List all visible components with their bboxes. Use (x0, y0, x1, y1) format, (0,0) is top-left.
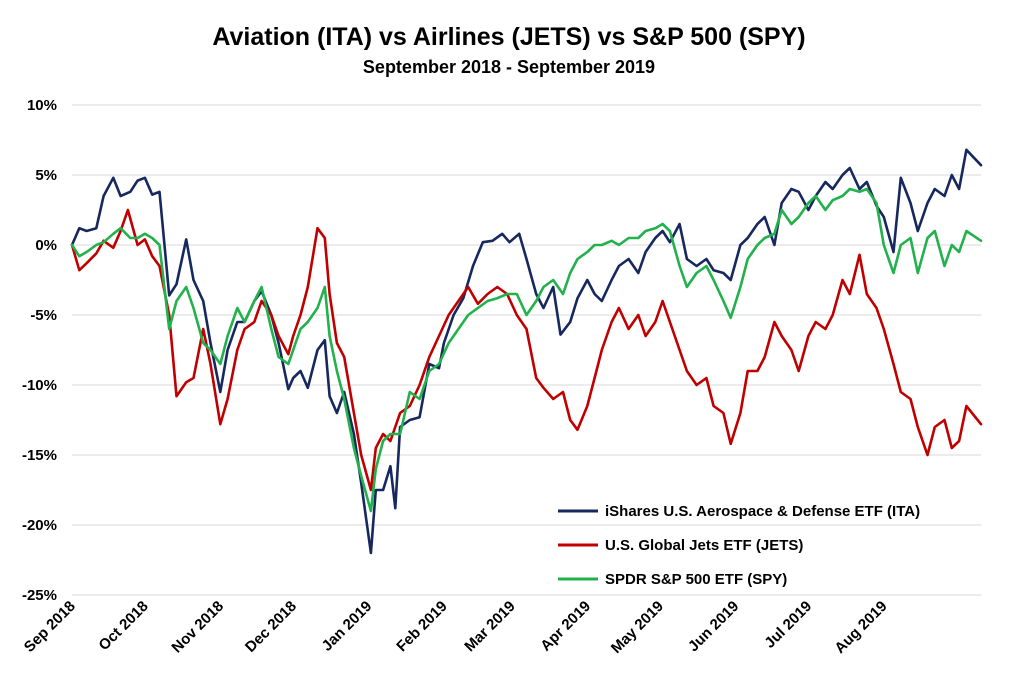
y-tick-label: -20% (22, 517, 57, 534)
x-tick: May 2019 (608, 598, 667, 657)
x-tick: Mar 2019 (461, 598, 518, 655)
y-tick-label: -10% (22, 377, 57, 394)
chart-title: Aviation (ITA) vs Airlines (JETS) vs S&P… (212, 23, 805, 51)
y-tick-label: 10% (27, 97, 57, 114)
x-tick-label: Aug 2019 (831, 598, 890, 657)
x-tick: Dec 2018 (242, 598, 300, 656)
y-axis-ticks: 10% 5% 0% -5% -10% -15% -20% -25% (22, 97, 57, 604)
gridlines (72, 104, 981, 596)
x-tick-label: Jan 2019 (319, 598, 376, 655)
x-tick: Nov 2018 (168, 598, 227, 657)
x-tick-label: Feb 2019 (393, 598, 450, 655)
series-line-2 (70, 187, 983, 513)
series-lines (70, 148, 983, 555)
x-tick-label: Jul 2019 (761, 598, 815, 652)
x-tick: Jan 2019 (319, 598, 376, 655)
x-axis-ticks: Sep 2018 Oct 2018 Nov 2018 Dec 2018 Jan 2019… (21, 598, 891, 657)
x-tick: Jun 2019 (685, 598, 742, 655)
legend-label: iShares U.S. Aerospace & Defense ETF (IT… (605, 503, 920, 520)
x-tick: Sep 2018 (21, 598, 79, 656)
x-tick-label: Mar 2019 (461, 598, 518, 655)
x-tick: Aug 2019 (831, 598, 890, 657)
x-tick-label: Dec 2018 (242, 598, 300, 656)
x-tick-label: Oct 2018 (95, 598, 151, 654)
x-tick-label: Sep 2018 (21, 598, 79, 656)
x-tick-label: May 2019 (608, 598, 667, 657)
x-tick-label: Apr 2019 (537, 598, 594, 655)
y-tick-label: -25% (22, 587, 57, 604)
series-line-1 (70, 208, 983, 492)
legend-label: U.S. Global Jets ETF (JETS) (605, 537, 803, 554)
chart-subtitle: September 2018 - September 2019 (363, 57, 655, 77)
series-line-0 (70, 148, 983, 555)
x-tick-label: Jun 2019 (685, 598, 742, 655)
legend-label: SPDR S&P 500 ETF (SPY) (605, 571, 787, 588)
legend: iShares U.S. Aerospace & Defense ETF (IT… (558, 503, 920, 588)
x-tick: Apr 2019 (537, 598, 594, 655)
x-tick: Oct 2018 (95, 598, 151, 654)
y-tick-label: -15% (22, 447, 57, 464)
y-tick-label: 0% (35, 237, 57, 254)
x-tick: Feb 2019 (393, 598, 450, 655)
x-tick-label: Nov 2018 (168, 598, 227, 657)
x-tick: Jul 2019 (761, 598, 815, 652)
y-tick-label: -5% (30, 307, 57, 324)
y-tick-label: 5% (35, 167, 57, 184)
